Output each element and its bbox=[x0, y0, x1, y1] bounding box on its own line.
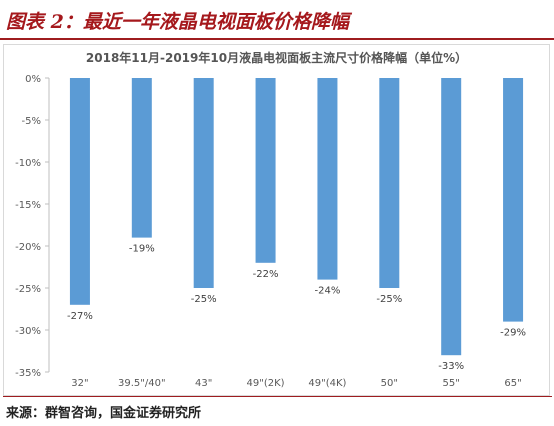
report-header: 图表 2：最近一年液晶电视面板价格降幅 bbox=[0, 0, 554, 40]
bar bbox=[441, 78, 462, 356]
x-tick-label: 32" bbox=[71, 378, 88, 389]
data-label: -27% bbox=[67, 311, 93, 322]
y-tick-label: -30% bbox=[15, 326, 41, 337]
y-tick-label: -15% bbox=[15, 200, 41, 211]
source-divider bbox=[3, 396, 552, 397]
data-label: -24% bbox=[315, 286, 341, 297]
bar bbox=[503, 78, 524, 322]
y-tick-label: 0% bbox=[25, 74, 41, 85]
data-label: -25% bbox=[191, 294, 217, 305]
x-tick-label: 50" bbox=[381, 378, 398, 389]
data-label: -22% bbox=[253, 269, 279, 280]
bar bbox=[69, 78, 90, 305]
data-label: -33% bbox=[438, 361, 464, 372]
x-tick-label: 65" bbox=[504, 378, 521, 389]
chart-frame: 2018年11月-2019年10月液晶电视面板主流尺寸价格降幅（单位%） 0% -… bbox=[3, 44, 550, 396]
x-tick-label: 55" bbox=[443, 378, 460, 389]
bar bbox=[255, 78, 276, 263]
x-tick-label: 49"(4K) bbox=[308, 378, 346, 389]
y-tick-label: -5% bbox=[22, 116, 41, 127]
y-tick-label: -10% bbox=[15, 158, 41, 169]
x-tick-label: 49"(2K) bbox=[247, 378, 285, 389]
x-tick-label: 39.5"/40" bbox=[118, 378, 166, 389]
data-label: -19% bbox=[129, 244, 155, 255]
figure-title: 图表 2：最近一年液晶电视面板价格降幅 bbox=[6, 11, 349, 33]
bar-chart: 0% -5% -10% -15% -20% -25% -30% -35% -27% 32" -19%… bbox=[15, 74, 526, 389]
bar bbox=[379, 78, 400, 288]
chart-title: 2018年11月-2019年10月液晶电视面板主流尺寸价格降幅（单位%） bbox=[85, 51, 468, 65]
y-tick-label: -20% bbox=[15, 242, 41, 253]
bar bbox=[193, 78, 214, 288]
y-tick-label: -35% bbox=[15, 368, 41, 379]
data-label: -29% bbox=[500, 328, 526, 339]
data-label: -25% bbox=[376, 294, 402, 305]
source-note: 来源：群智咨询，国金证券研究所 bbox=[6, 406, 202, 421]
x-tick-label: 43" bbox=[195, 378, 212, 389]
bar bbox=[131, 78, 152, 238]
bar bbox=[317, 78, 338, 280]
y-tick-label: -25% bbox=[15, 284, 41, 295]
